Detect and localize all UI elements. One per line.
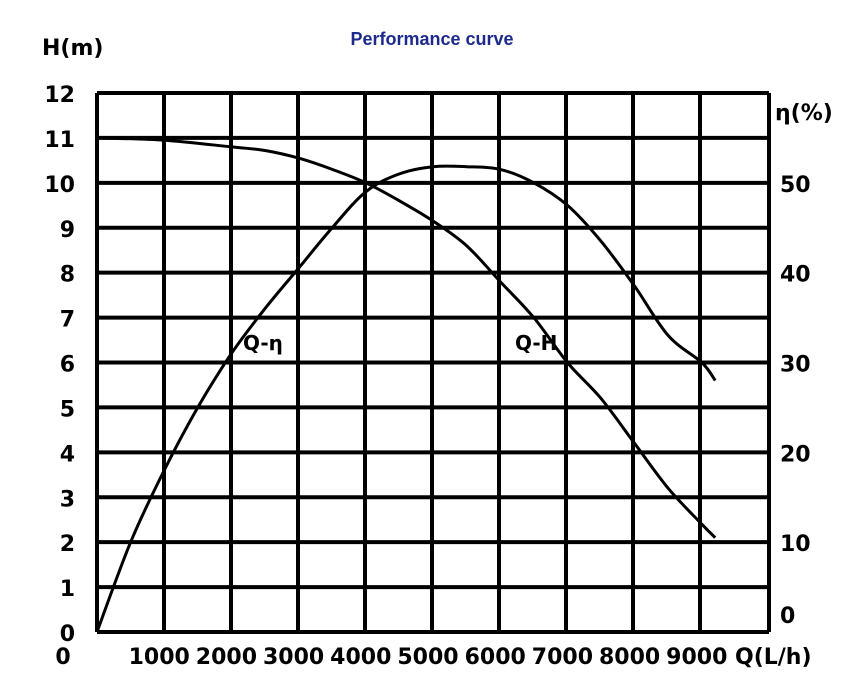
grid bbox=[95, 91, 771, 634]
y-left-axis-label: H(m) bbox=[42, 36, 103, 61]
curve-labels: Q-H Q-η bbox=[243, 331, 557, 355]
y-left-tick-label: 7 bbox=[60, 308, 75, 333]
y-left-tick-label: 12 bbox=[44, 83, 75, 108]
y-right-tick-label: 40 bbox=[780, 263, 811, 288]
x-tick-label: 4000 bbox=[330, 645, 391, 670]
x-tick-label: 1000 bbox=[129, 645, 190, 670]
x-tick-label: 3000 bbox=[263, 645, 324, 670]
y-left-tick-label: 10 bbox=[44, 173, 75, 198]
x-tick-label: 6000 bbox=[465, 645, 526, 670]
x-tick-label: 8000 bbox=[599, 645, 660, 670]
y-left-tick-label: 4 bbox=[60, 442, 75, 467]
y-right-tick-label: 0 bbox=[780, 604, 795, 629]
y-left-tick-label: 8 bbox=[60, 263, 75, 288]
x-tick-label: 2000 bbox=[196, 645, 257, 670]
y-right-tick-label: 50 bbox=[780, 173, 811, 198]
y-right-axis-label: η(%) bbox=[775, 101, 833, 126]
x-tick-label: 9000 bbox=[666, 645, 727, 670]
x-tick-label: 5000 bbox=[397, 645, 458, 670]
q-eta-curve-label: Q-η bbox=[243, 331, 283, 355]
y-left-tick-label: 3 bbox=[60, 487, 75, 512]
y-left-tick-label: 11 bbox=[44, 128, 75, 153]
q-h-curve-label: Q-H bbox=[515, 331, 557, 355]
curves bbox=[95, 136, 717, 633]
y-right-tick-label: 30 bbox=[780, 353, 811, 378]
y-right-tick-label: 20 bbox=[780, 442, 811, 467]
y-left-tick-label: 9 bbox=[60, 218, 75, 243]
y-left-tick-label: 2 bbox=[60, 532, 75, 557]
y-left-tick-label: 0 bbox=[60, 622, 75, 647]
y-right-tick-label: 10 bbox=[780, 532, 811, 557]
y-left-tick-label: 5 bbox=[60, 397, 75, 422]
x-tick-label: 7000 bbox=[532, 645, 593, 670]
y-left-tick-label: 1 bbox=[60, 577, 75, 602]
x-axis-label: Q(L/h) bbox=[735, 645, 812, 670]
q-h-curve bbox=[96, 136, 717, 539]
x-tick-label-origin: 0 bbox=[55, 645, 70, 670]
y-left-tick-label: 6 bbox=[60, 353, 75, 378]
q-eta-curve bbox=[95, 164, 717, 633]
chart-title: Performance curve bbox=[350, 29, 513, 49]
